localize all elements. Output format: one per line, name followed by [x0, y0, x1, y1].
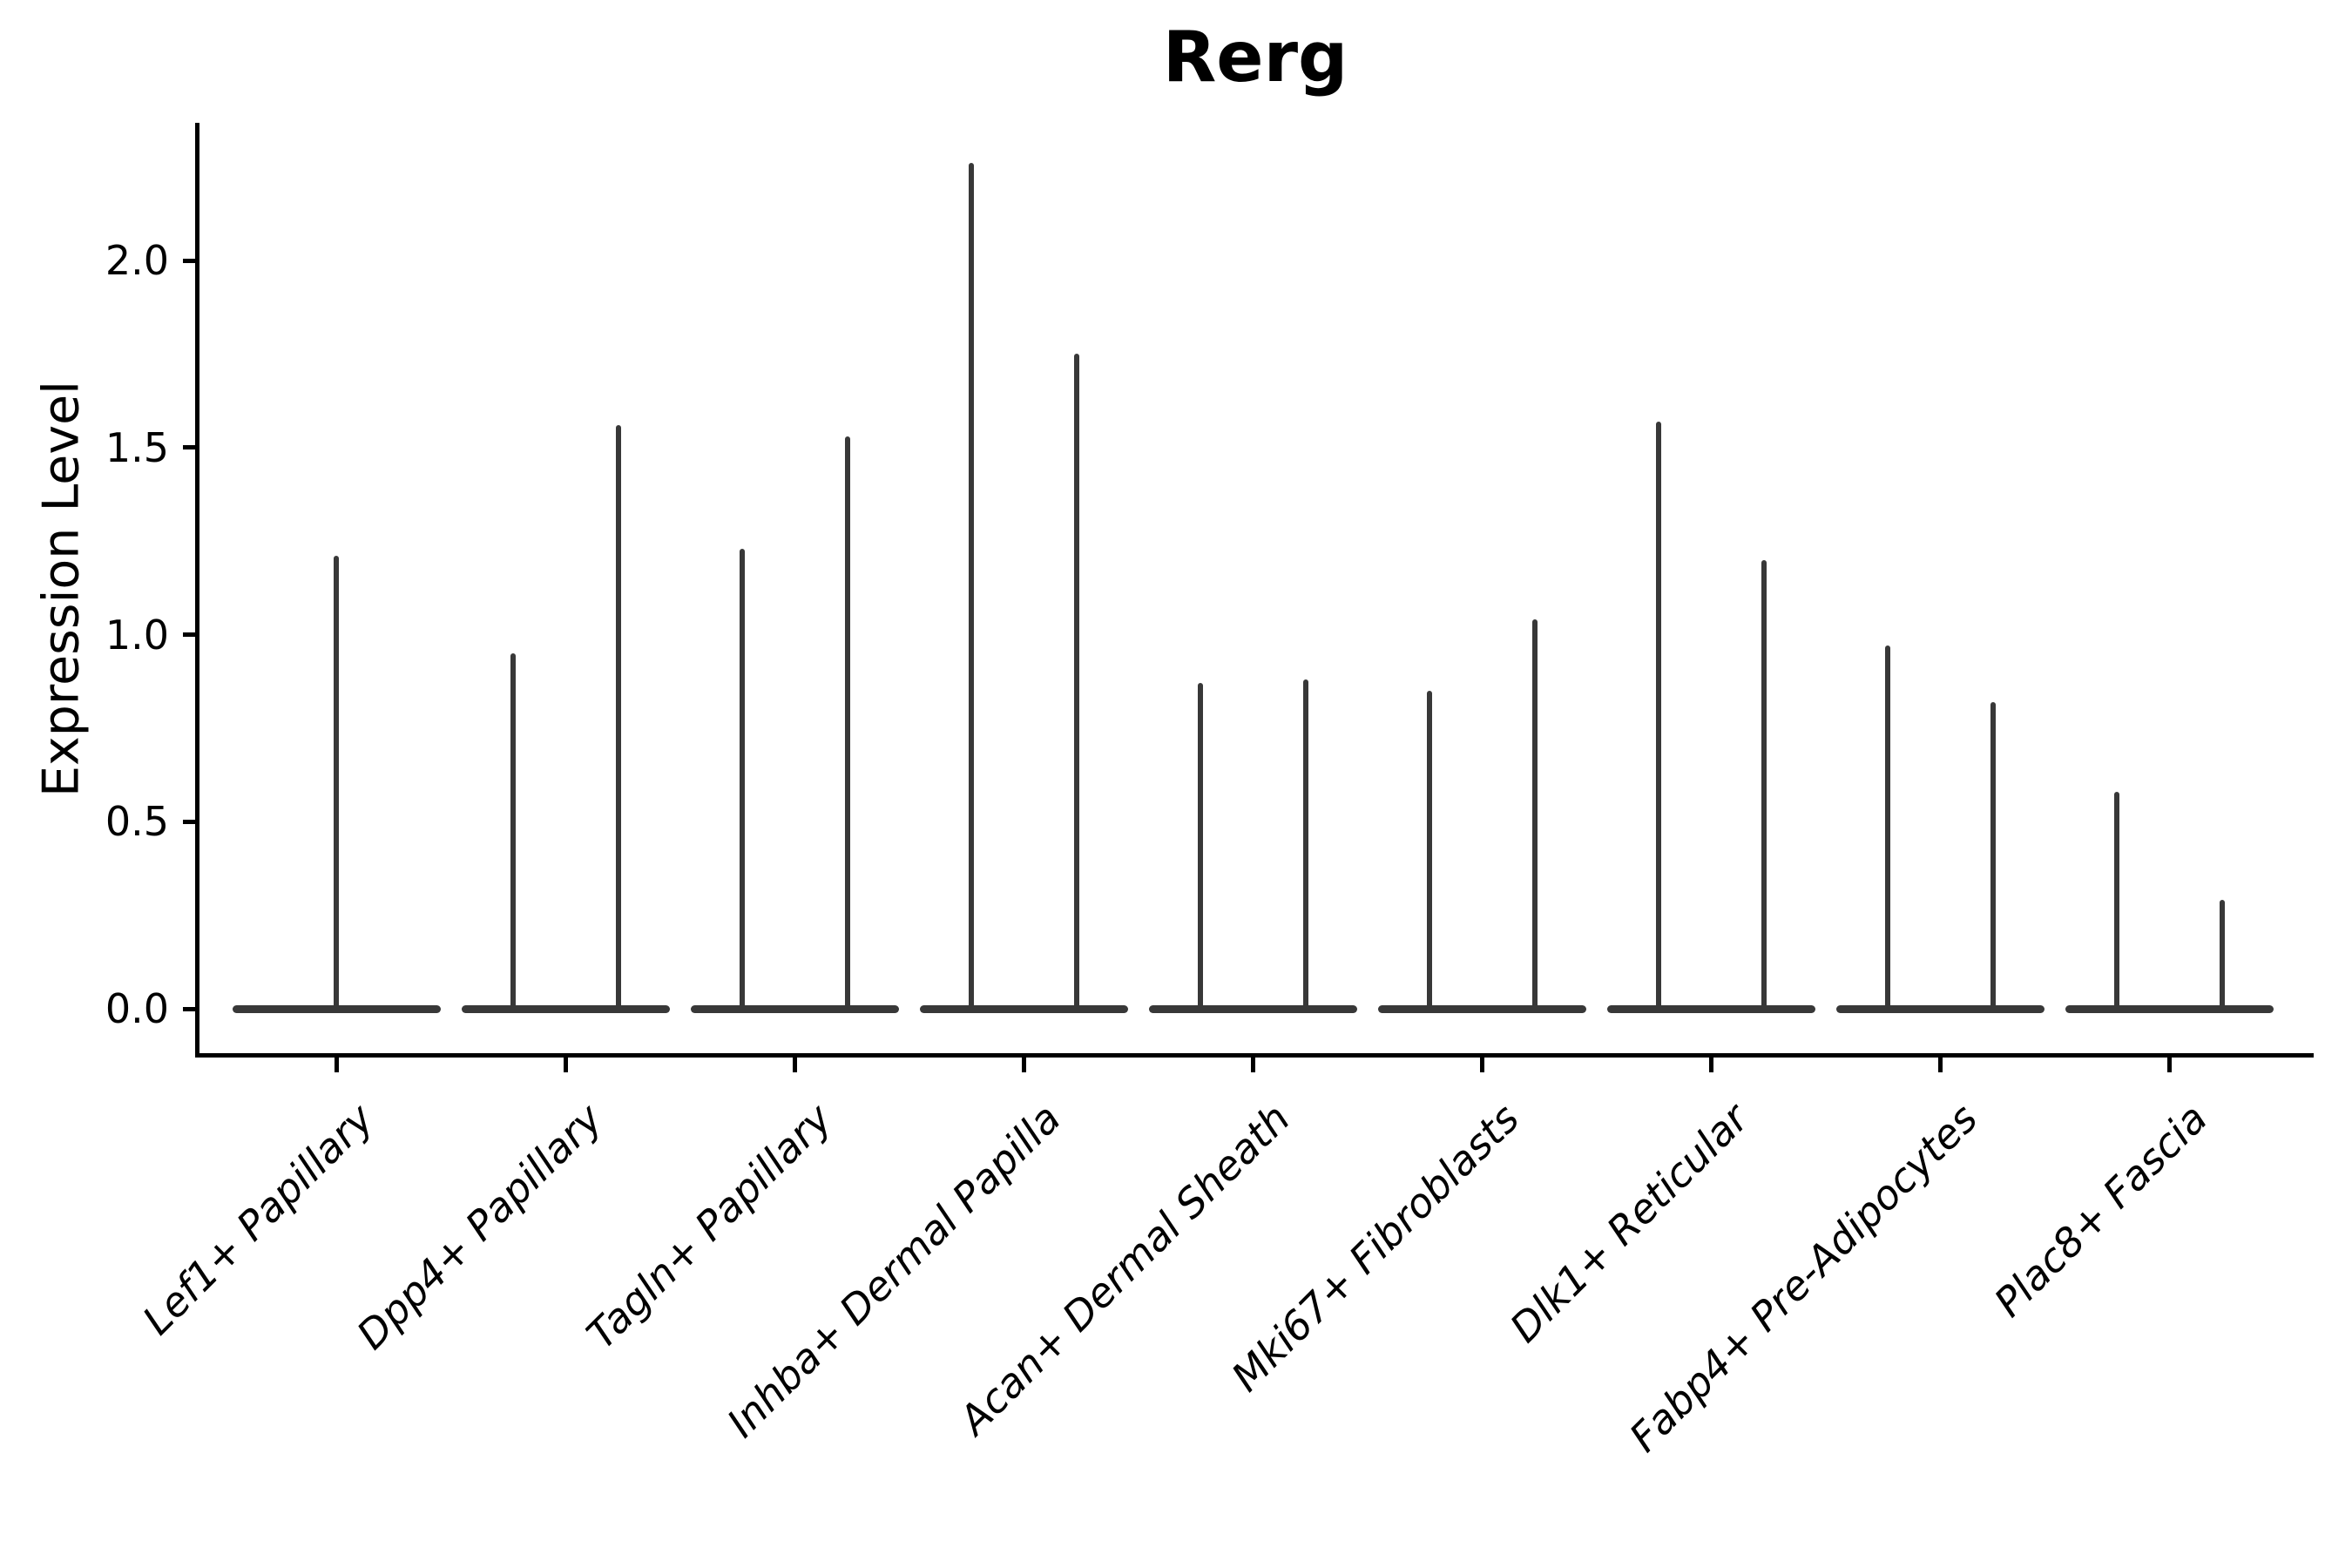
y-tick-label: 1.5: [105, 423, 169, 471]
violin-spike: [1073, 354, 1079, 1013]
violin-spike: [739, 548, 745, 1013]
violin-base: [461, 1004, 670, 1013]
x-tick: [1480, 1058, 1484, 1072]
x-tick: [1250, 1058, 1255, 1072]
violin-spike: [2220, 900, 2226, 1013]
violin-base: [1148, 1004, 1357, 1013]
y-tick: [183, 819, 197, 824]
violin-base: [1836, 1004, 2045, 1013]
x-tick: [334, 1058, 339, 1072]
violin-spike: [334, 556, 339, 1013]
x-tick-label: Dlk1+ Reticular: [1500, 1094, 1758, 1352]
x-tick: [792, 1058, 797, 1072]
x-tick: [563, 1058, 568, 1072]
x-tick-label: Lef1+ Papillary: [132, 1094, 382, 1344]
y-tick-label: 0.0: [105, 985, 169, 1032]
violin-spike: [968, 163, 974, 1013]
violin-spike: [510, 652, 516, 1013]
y-tick: [183, 258, 197, 263]
chart-title: Rerg: [1162, 17, 1348, 98]
x-tick: [1021, 1058, 1026, 1072]
violin-spike: [1302, 679, 1308, 1013]
violin-spike: [1990, 701, 1997, 1013]
violin-spike: [1885, 645, 1891, 1013]
violin-spike: [1197, 683, 1203, 1013]
violin-spike: [2114, 791, 2120, 1013]
y-tick: [183, 1006, 197, 1011]
violin-spike: [615, 424, 621, 1013]
x-tick-label: Plac8+ Fascia: [1984, 1094, 2216, 1326]
y-tick: [183, 632, 197, 637]
violin-base: [2065, 1004, 2274, 1013]
violin-base: [1607, 1004, 1816, 1013]
violin-spike: [844, 436, 850, 1013]
violin-base: [1378, 1004, 1586, 1013]
violin-spike: [1656, 421, 1662, 1013]
x-tick-label: Dpp4+ Papillary: [348, 1094, 612, 1359]
x-tick: [1938, 1058, 1943, 1072]
y-tick: [183, 445, 197, 450]
x-tick-label: Tagln+ Papillary: [577, 1094, 841, 1358]
y-tick-label: 2.0: [105, 237, 169, 284]
violin-base: [690, 1004, 899, 1013]
y-tick-label: 1.0: [105, 611, 169, 659]
violin-base: [919, 1004, 1128, 1013]
violin-spike: [1761, 559, 1767, 1013]
y-axis-spine: [195, 123, 199, 1058]
x-tick: [1709, 1058, 1714, 1072]
y-tick-label: 0.5: [105, 798, 169, 846]
violin-spike: [1532, 619, 1538, 1013]
violin-spike: [1427, 690, 1432, 1013]
x-axis-spine: [195, 1053, 2314, 1058]
x-tick: [2167, 1058, 2173, 1072]
